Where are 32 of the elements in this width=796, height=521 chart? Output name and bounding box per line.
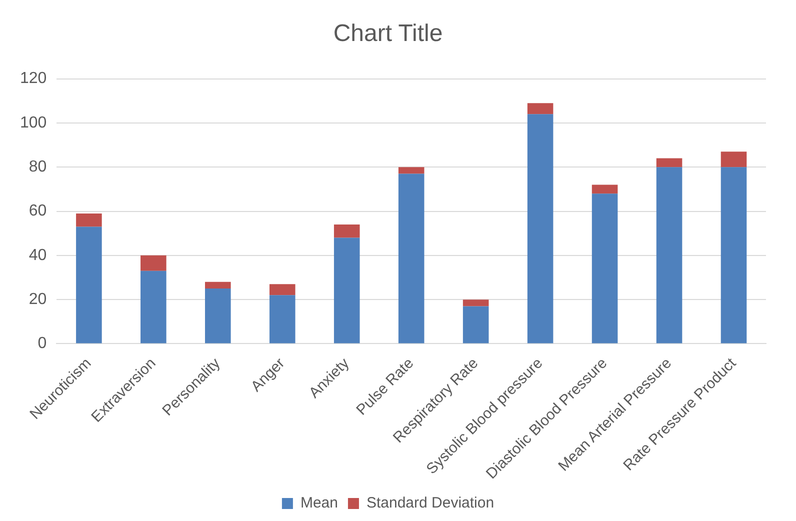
legend-label: Standard Deviation: [366, 494, 494, 512]
y-tick-label: 40: [28, 246, 47, 264]
bar: [720, 167, 747, 344]
bar: [140, 255, 166, 271]
bar: [720, 152, 747, 168]
bar: [462, 306, 489, 344]
y-tick-label: 120: [20, 70, 47, 88]
bar: [656, 167, 682, 344]
bar: [76, 226, 102, 344]
bar: [334, 238, 360, 344]
bar: [140, 270, 166, 344]
bar: [527, 114, 554, 344]
bar: [398, 174, 424, 344]
bar: [205, 288, 231, 344]
bar: [462, 300, 489, 306]
y-tick-label: 80: [28, 158, 47, 176]
bar: [592, 194, 618, 344]
bar: [269, 295, 296, 344]
y-tick-label: 0: [38, 335, 47, 352]
bar: [656, 158, 682, 168]
bar: [76, 213, 102, 227]
y-tick-label: 60: [28, 202, 47, 220]
legend-label: Mean: [300, 494, 338, 512]
y-tick-label: 20: [28, 290, 47, 308]
bar: [334, 224, 360, 238]
chart-title: Chart Title: [333, 20, 443, 48]
bar: [527, 103, 554, 114]
bar: [269, 284, 296, 296]
bar: [398, 167, 424, 174]
y-tick-label: 100: [20, 114, 47, 132]
bar: [592, 184, 618, 194]
bar: [205, 282, 231, 289]
